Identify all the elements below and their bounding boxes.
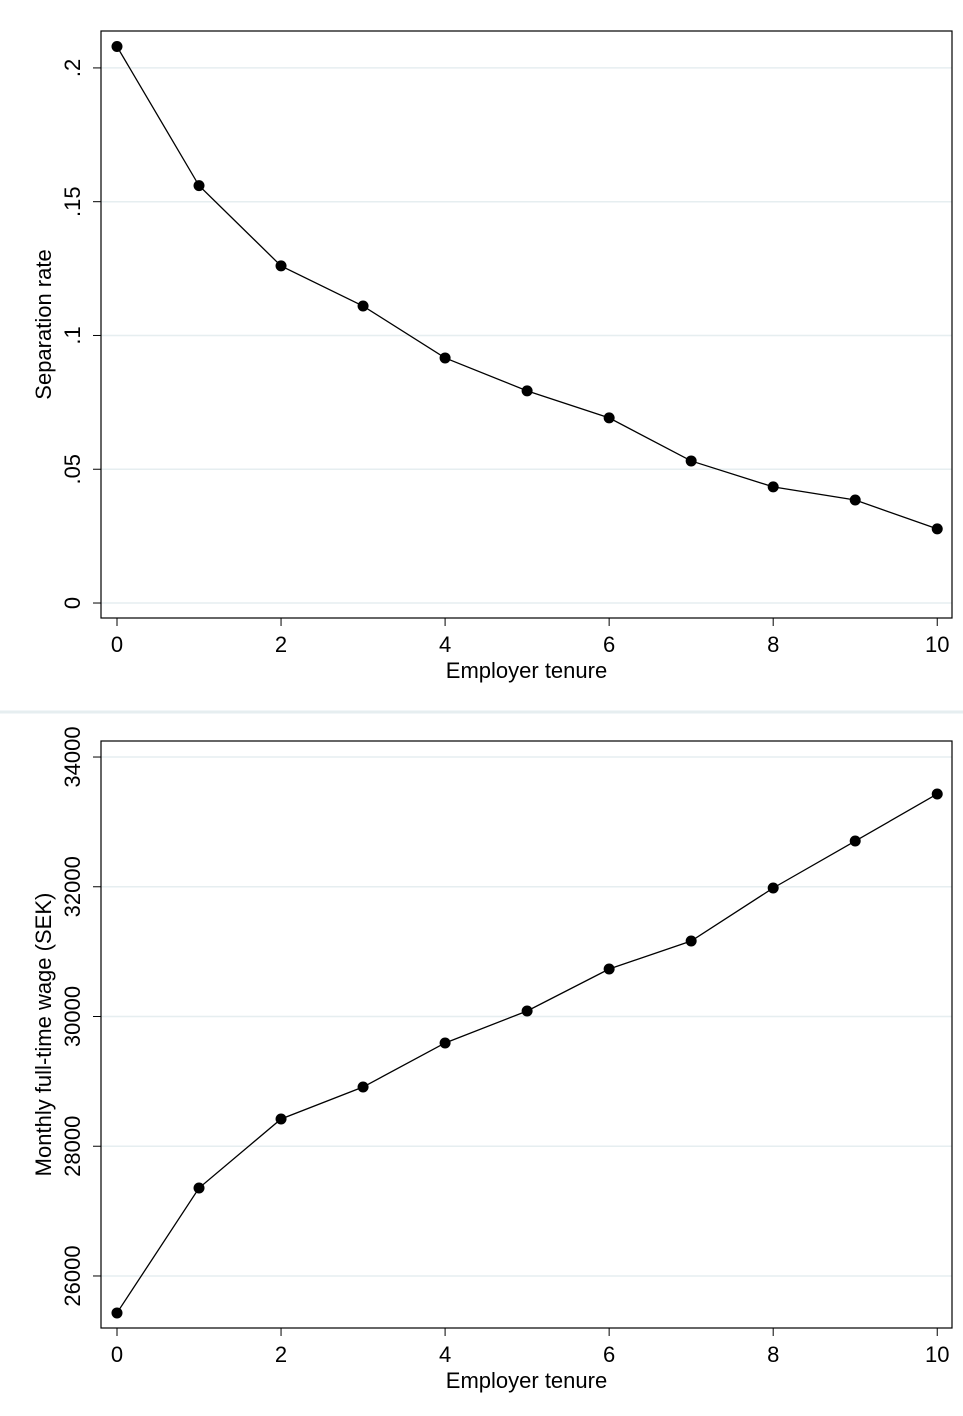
plot-frame [100,30,953,619]
x-tick-label: 8 [767,632,779,657]
point [767,882,779,894]
point [439,1037,451,1049]
plot-frame [100,740,953,1329]
x-tick-label: 2 [275,1342,287,1367]
x-tick-label: 6 [603,632,615,657]
x-axis-title: Employer tenure [446,1368,607,1393]
x-tick-label: 0 [111,632,123,657]
plot-area [101,741,952,1328]
point [931,523,943,535]
point [439,352,451,364]
plot-area [101,31,952,618]
y-tick-label: .1 [60,326,85,344]
point [685,935,697,947]
point [521,385,533,397]
x-tick-label: 8 [767,1342,779,1367]
y-tick-label: 0 [60,597,85,609]
point [275,260,287,272]
x-tick-label: 4 [439,632,451,657]
point [685,455,697,467]
y-tick-label: .15 [60,186,85,217]
x-tick-label: 10 [925,632,949,657]
x-tick-label: 2 [275,632,287,657]
point [849,494,861,506]
y-tick-label: 32000 [60,856,85,917]
point [193,1182,205,1194]
point [357,300,369,312]
y-tick-label: 30000 [60,986,85,1047]
point [275,1113,287,1125]
y-axis-title: Separation rate [31,249,56,399]
point [603,412,615,424]
x-axis-title: Employer tenure [446,658,607,683]
x-tick-label: 0 [111,1342,123,1367]
point [521,1005,533,1017]
y-tick-label: .2 [60,59,85,77]
y-axis-title: Monthly full-time wage (SEK) [31,893,56,1177]
point [603,963,615,975]
point [767,481,779,493]
x-tick-label: 6 [603,1342,615,1367]
x-tick-label: 4 [439,1342,451,1367]
point [193,180,205,192]
point [111,1307,123,1319]
point [849,835,861,847]
point [111,41,123,53]
point [931,788,943,800]
y-tick-label: 28000 [60,1116,85,1177]
y-tick-label: 26000 [60,1245,85,1306]
x-tick-label: 10 [925,1342,949,1367]
y-tick-label: 34000 [60,726,85,787]
y-tick-label: .05 [60,454,85,485]
point [357,1081,369,1093]
